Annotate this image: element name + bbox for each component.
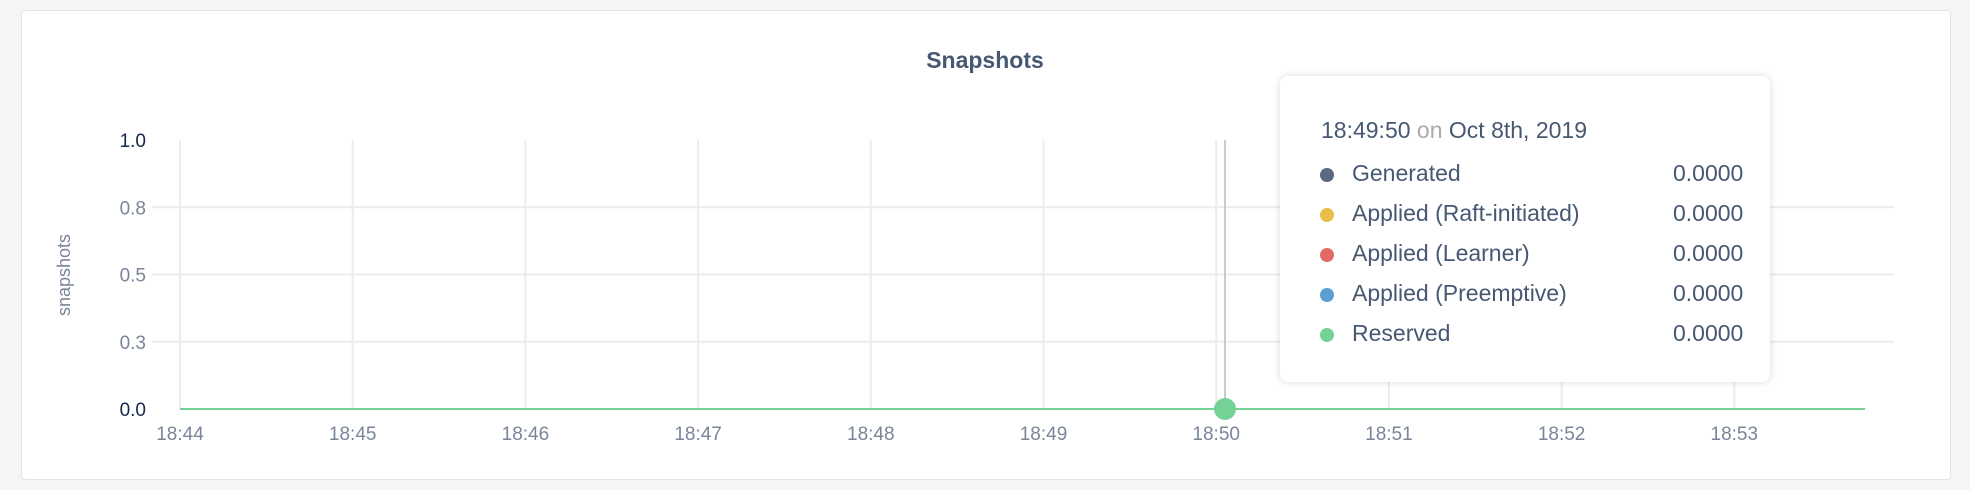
legend-dot-icon: [1320, 248, 1334, 262]
tooltip-row: Reserved 0.0000: [1320, 320, 1744, 350]
x-tick-label: 18:48: [847, 424, 895, 445]
series-value: 0.0000: [1673, 160, 1744, 186]
series-value: 0.0000: [1673, 280, 1744, 306]
x-tick-label: 18:44: [156, 424, 204, 445]
x-tick-label: 18:46: [502, 424, 550, 445]
series-name: Reserved: [1352, 320, 1451, 346]
tooltip-row: Generated 0.0000: [1320, 160, 1744, 190]
tooltip-on: on: [1416, 117, 1443, 143]
tooltip: 18:49:50 on Oct 8th, 2019 Generated 0.000…: [1280, 76, 1770, 382]
series-name: Applied (Preemptive): [1352, 280, 1567, 306]
tooltip-time: 18:49:50: [1321, 117, 1411, 143]
tooltip-row: Applied (Raft-initiated) 0.0000: [1320, 200, 1744, 230]
x-tick-label: 18:49: [1020, 424, 1068, 445]
series-value: 0.0000: [1673, 320, 1744, 346]
legend-dot-icon: [1320, 328, 1334, 342]
y-tick-label: 0.3: [120, 333, 146, 354]
y-tick-label: 1.0: [120, 131, 146, 152]
tooltip-row: Applied (Learner) 0.0000: [1320, 240, 1744, 270]
series-value: 0.0000: [1673, 240, 1744, 266]
x-tick-label: 18:45: [329, 424, 377, 445]
series-name: Applied (Raft-initiated): [1352, 200, 1580, 226]
hover-point: [1214, 398, 1236, 420]
tooltip-header: 18:49:50 on Oct 8th, 2019: [1321, 117, 1587, 144]
x-tick-label: 18:53: [1711, 424, 1759, 445]
tooltip-row: Applied (Preemptive) 0.0000: [1320, 280, 1744, 310]
x-tick-label: 18:51: [1365, 424, 1413, 445]
y-tick-label: 0.0: [120, 400, 146, 421]
legend-dot-icon: [1320, 208, 1334, 222]
x-tick-label: 18:52: [1538, 424, 1586, 445]
series-value: 0.0000: [1673, 200, 1744, 226]
y-tick-label: 0.5: [120, 266, 146, 287]
series-name: Generated: [1352, 160, 1461, 186]
x-tick-label: 18:50: [1192, 424, 1240, 445]
x-tick-label: 18:47: [674, 424, 722, 445]
series-name: Applied (Learner): [1352, 240, 1530, 266]
legend-dot-icon: [1320, 288, 1334, 302]
y-tick-label: 0.8: [120, 198, 146, 219]
chart-title: Snapshots: [926, 47, 1044, 73]
legend-dot-icon: [1320, 168, 1334, 182]
tooltip-date: Oct 8th, 2019: [1448, 117, 1587, 143]
y-axis-label: snapshots: [54, 234, 74, 316]
